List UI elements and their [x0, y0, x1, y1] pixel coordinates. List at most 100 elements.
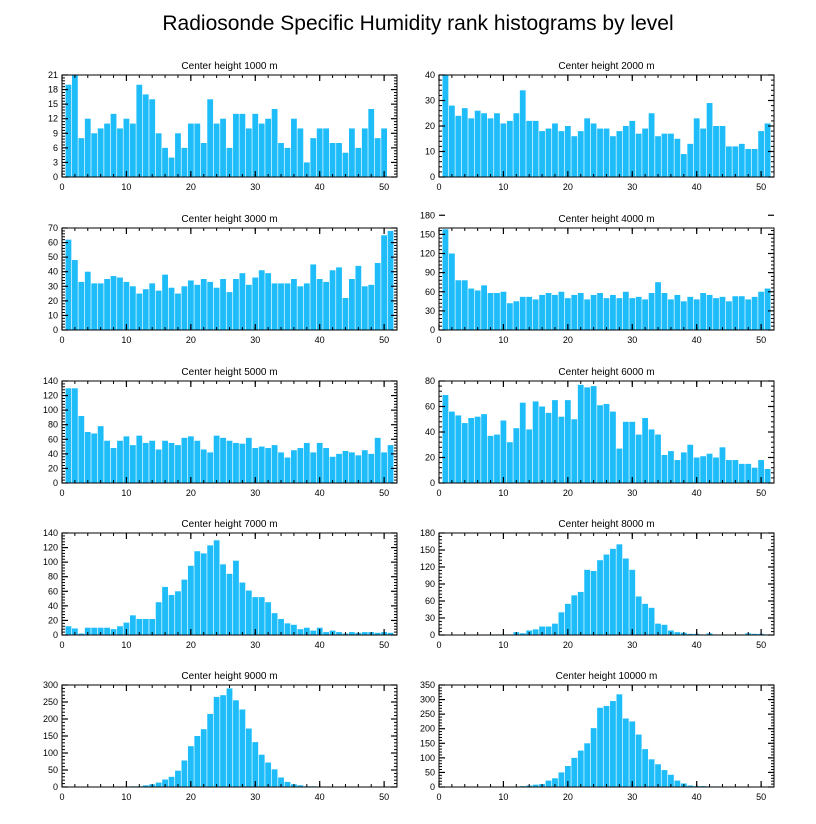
- bar: [442, 229, 449, 330]
- y-tick-label: 0: [53, 478, 58, 488]
- bar: [278, 143, 284, 177]
- bar: [316, 442, 323, 483]
- bar: [110, 448, 117, 483]
- x-tick-label: 30: [250, 488, 260, 498]
- bar: [571, 294, 578, 330]
- x-tick-label: 50: [379, 640, 389, 650]
- bar: [642, 749, 649, 787]
- y-tick-label: 350: [420, 680, 435, 690]
- bar: [245, 128, 252, 177]
- x-tick-label: 10: [121, 488, 131, 498]
- y-tick-label: 200: [420, 724, 435, 734]
- bar: [387, 230, 394, 330]
- y-tick-label: 120: [43, 391, 58, 401]
- bar: [552, 123, 558, 177]
- panel-title: Center height 5000 m: [181, 367, 277, 378]
- bar: [71, 628, 78, 635]
- bar: [616, 694, 623, 787]
- bar: [616, 448, 623, 483]
- y-tick-label: 80: [48, 420, 58, 430]
- y-tick-label: 30: [425, 613, 435, 623]
- bar: [487, 118, 494, 177]
- bar: [571, 757, 578, 787]
- bar: [342, 450, 349, 483]
- bar: [245, 590, 252, 635]
- bar: [271, 109, 278, 177]
- bar: [303, 442, 310, 483]
- bar: [745, 148, 752, 177]
- bar: [564, 766, 571, 787]
- bar: [220, 564, 226, 635]
- bar: [78, 633, 85, 635]
- bar: [142, 94, 149, 177]
- bar: [91, 283, 98, 330]
- bar: [764, 288, 771, 330]
- bar: [738, 143, 745, 177]
- x-tick-label: 0: [59, 640, 64, 650]
- bar: [751, 633, 758, 635]
- bar: [175, 770, 181, 787]
- y-tick-label: 60: [48, 434, 58, 444]
- bar: [474, 110, 481, 177]
- bar: [506, 303, 513, 330]
- bar: [168, 594, 175, 635]
- x-tick-label: 40: [692, 640, 702, 650]
- bar: [349, 632, 355, 635]
- bar: [252, 277, 259, 330]
- bar: [84, 118, 91, 177]
- bar: [329, 143, 336, 177]
- bar: [187, 280, 194, 330]
- x-tick-label: 40: [315, 640, 325, 650]
- panel-title: Center height 7000 m: [181, 519, 277, 530]
- y-tick-label: 50: [425, 767, 435, 777]
- bar: [648, 293, 655, 330]
- bar: [610, 294, 616, 330]
- bar: [622, 558, 629, 635]
- bar: [291, 118, 297, 177]
- x-tick-label: 0: [436, 182, 441, 192]
- bar: [474, 290, 481, 330]
- bar: [577, 591, 584, 635]
- bar: [265, 602, 272, 635]
- bar: [474, 416, 481, 483]
- bar: [200, 553, 207, 635]
- bar: [545, 626, 552, 635]
- bar: [291, 624, 297, 635]
- x-tick-label: 30: [250, 792, 260, 802]
- y-tick-label: 50: [48, 252, 58, 262]
- bar: [674, 294, 681, 330]
- bar: [374, 138, 381, 177]
- y-tick-label: 70: [48, 223, 58, 233]
- y-tick-label: 60: [425, 596, 435, 606]
- y-tick-label: 21: [48, 70, 58, 80]
- bar: [468, 417, 475, 483]
- bar: [175, 591, 181, 635]
- bar: [129, 286, 136, 330]
- bar: [207, 99, 214, 177]
- y-tick-label: 3: [53, 157, 58, 167]
- bar: [117, 128, 123, 177]
- bar: [349, 452, 355, 483]
- bar: [674, 632, 681, 635]
- bar: [200, 449, 207, 483]
- bar: [680, 154, 687, 177]
- x-tick-label: 10: [498, 488, 508, 498]
- histogram-panel-2: Center height 2000 m 0 10 20 30 40 50 0 10 20 30 40: [425, 61, 775, 192]
- bar: [571, 136, 578, 177]
- bar: [513, 301, 520, 330]
- y-tick-label: 150: [43, 731, 58, 741]
- bar: [233, 442, 239, 483]
- panel-title: Center height 1000 m: [181, 61, 277, 72]
- bar: [252, 113, 259, 177]
- bar: [700, 293, 707, 330]
- bar: [764, 468, 771, 483]
- bar: [168, 287, 175, 330]
- y-tick-label: 0: [53, 630, 58, 640]
- bar: [278, 452, 284, 483]
- bar: [668, 774, 674, 787]
- bar: [584, 569, 591, 635]
- bar: [468, 118, 475, 177]
- bar: [239, 273, 246, 330]
- bar: [355, 455, 362, 483]
